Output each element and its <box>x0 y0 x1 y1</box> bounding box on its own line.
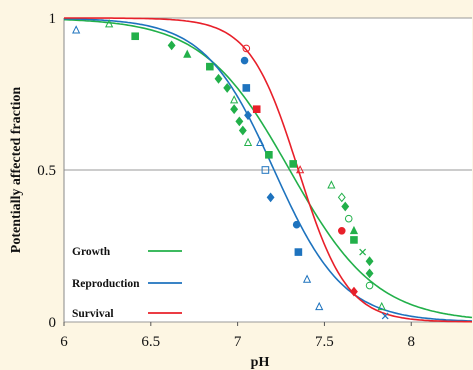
growth-point <box>344 214 353 223</box>
survival-point <box>252 105 261 114</box>
reproduction-point <box>266 192 275 203</box>
reproduction-point <box>294 248 303 256</box>
growth-point <box>235 116 244 127</box>
reproduction-point <box>261 166 270 174</box>
growth-point <box>238 125 247 136</box>
reproduction-point <box>302 274 312 283</box>
growth-point <box>337 192 346 203</box>
y-axis-title: Potentially affected fraction <box>9 87 24 254</box>
legend-label-reproduction: Reproduction <box>72 278 140 290</box>
growth-point <box>230 95 239 104</box>
y-tick-label: 0.5 <box>37 163 56 179</box>
reproduction-point <box>240 56 249 65</box>
reproduction-point <box>72 25 81 34</box>
growth-point <box>183 49 192 58</box>
growth-point <box>243 137 253 146</box>
growth-point <box>214 73 223 84</box>
x-axis-title: pH <box>251 355 270 370</box>
reproduction-point <box>315 301 324 311</box>
growth-point <box>350 236 358 244</box>
x-tick-label: 6 <box>60 334 68 350</box>
y-tick-label: 0 <box>49 315 57 331</box>
reproduction-point <box>292 220 301 229</box>
growth-point <box>167 40 176 51</box>
legend-label-growth: Growth <box>72 246 111 258</box>
curve-growth <box>64 18 473 319</box>
reproduction-point <box>244 110 252 121</box>
growth-point <box>365 281 374 290</box>
x-tick-label: 6.5 <box>141 334 160 350</box>
reproduction-point <box>242 84 251 92</box>
curve-survival <box>64 17 473 323</box>
growth-point <box>265 151 273 159</box>
survival-point <box>349 286 358 297</box>
growth-point <box>349 225 359 235</box>
growth-point <box>131 32 139 41</box>
growth-point <box>105 19 114 28</box>
growth-point <box>359 248 367 256</box>
x-tick-label: 8 <box>407 334 415 350</box>
survival-point <box>337 227 346 235</box>
growth-point <box>289 160 297 168</box>
growth-point <box>365 256 374 267</box>
growth-point <box>341 201 350 212</box>
growth-point <box>327 180 336 189</box>
survival-point <box>242 44 251 53</box>
reproduction-point <box>256 137 265 146</box>
reproduction-point <box>381 312 389 320</box>
survival-point <box>296 165 305 174</box>
growth-point <box>365 268 374 279</box>
growth-point <box>223 83 232 93</box>
growth-point <box>377 301 386 311</box>
legend-label-survival: Survival <box>72 308 114 320</box>
x-tick-label: 7 <box>234 334 242 350</box>
x-tick-label: 7.5 <box>315 334 334 350</box>
growth-point <box>230 104 239 115</box>
growth-point <box>206 62 214 71</box>
y-tick-label: 1 <box>49 11 57 27</box>
